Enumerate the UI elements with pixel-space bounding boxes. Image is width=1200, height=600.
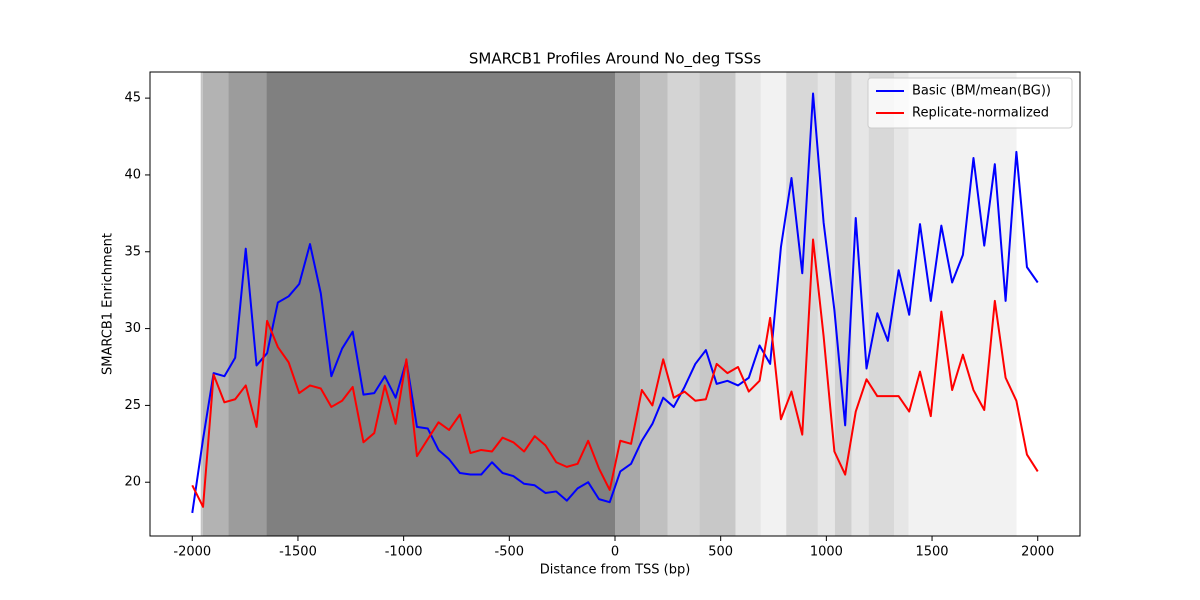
series-line: [191, 238, 1039, 508]
background-band: [228, 72, 267, 536]
x-axis-label: Distance from TSS (bp): [540, 563, 691, 578]
x-tick-label: -1000: [385, 545, 423, 560]
x-tick-label: 2000: [1021, 545, 1054, 560]
background-band: [200, 72, 203, 536]
y-tick-label: 30: [124, 321, 141, 336]
background-band: [699, 72, 736, 536]
y-tick-label: 45: [124, 91, 141, 106]
plot-frame: [149, 71, 1081, 537]
x-tick-label: 0: [611, 545, 619, 560]
y-tick-label: 25: [124, 398, 141, 413]
background-band: [834, 72, 852, 536]
series-line: [191, 92, 1039, 514]
background-band: [615, 72, 641, 536]
y-tick-label: 35: [124, 244, 141, 259]
background-band: [266, 72, 615, 536]
background-band: [786, 72, 818, 536]
x-tick-label: -1500: [279, 545, 317, 560]
background-band: [760, 72, 787, 536]
background-band: [640, 72, 668, 536]
background-band: [735, 72, 761, 536]
x-tick-label: 1500: [915, 545, 948, 560]
y-tick-label: 40: [124, 167, 141, 182]
y-tick-label: 20: [124, 475, 141, 490]
x-tick-label: 500: [708, 545, 733, 560]
legend: Basic (BM/mean(BG)) Replicate-normalized: [867, 77, 1073, 129]
x-tick-label: -2000: [173, 545, 211, 560]
x-tick-label: 1000: [810, 545, 843, 560]
chart-title: SMARCB1 Profiles Around No_deg TSSs: [469, 50, 761, 69]
background-band: [667, 72, 700, 536]
background-band: [894, 72, 909, 536]
background-band: [851, 72, 869, 536]
legend-label: Replicate-normalized: [912, 106, 1049, 121]
x-tick-label: -500: [495, 545, 525, 560]
legend-label: Basic (BM/mean(BG)): [912, 84, 1051, 99]
legend-box: [867, 77, 1073, 129]
background-band: [908, 72, 1017, 536]
background-band: [868, 72, 894, 536]
y-axis-label: SMARCB1 Enrichment: [101, 233, 116, 375]
